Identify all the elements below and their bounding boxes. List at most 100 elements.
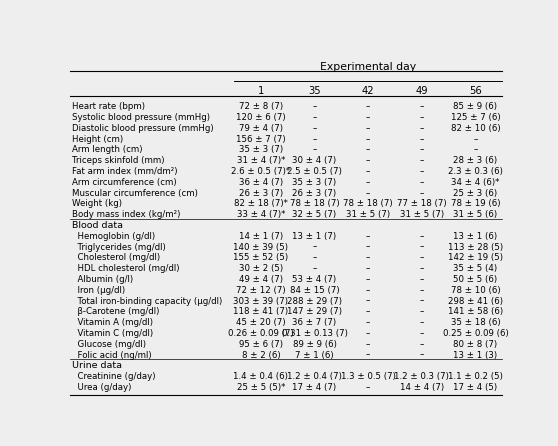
Text: 82 ± 10 (6): 82 ± 10 (6): [450, 124, 500, 133]
Text: Arm length (cm): Arm length (cm): [72, 145, 142, 154]
Text: 35 ± 5 (4): 35 ± 5 (4): [453, 264, 497, 273]
Text: –: –: [420, 189, 424, 198]
Text: –: –: [420, 124, 424, 133]
Text: Urea (g/day): Urea (g/day): [72, 383, 131, 392]
Text: 303 ± 39 (7): 303 ± 39 (7): [233, 297, 288, 306]
Text: 288 ± 29 (7): 288 ± 29 (7): [287, 297, 342, 306]
Text: 0.25 ± 0.09 (6): 0.25 ± 0.09 (6): [442, 329, 508, 338]
Text: 35 ± 3 (7): 35 ± 3 (7): [292, 178, 336, 187]
Text: 78 ± 10 (6): 78 ± 10 (6): [450, 286, 500, 295]
Text: –: –: [366, 286, 371, 295]
Text: 147 ± 29 (7): 147 ± 29 (7): [287, 307, 342, 316]
Text: 31 ± 5 (6): 31 ± 5 (6): [453, 210, 497, 219]
Text: –: –: [366, 189, 371, 198]
Text: β-Carotene (mg/dl): β-Carotene (mg/dl): [72, 307, 159, 316]
Text: HDL cholesterol (mg/dl): HDL cholesterol (mg/dl): [72, 264, 180, 273]
Text: 79 ± 4 (7): 79 ± 4 (7): [239, 124, 283, 133]
Text: 13 ± 1 (6): 13 ± 1 (6): [453, 232, 497, 241]
Text: –: –: [312, 243, 317, 252]
Text: 49: 49: [416, 86, 428, 96]
Text: –: –: [420, 264, 424, 273]
Text: 1.2 ± 0.3 (7): 1.2 ± 0.3 (7): [395, 372, 449, 381]
Text: –: –: [473, 135, 478, 144]
Text: –: –: [366, 329, 371, 338]
Text: Blood data: Blood data: [72, 221, 123, 230]
Text: –: –: [366, 135, 371, 144]
Text: –: –: [312, 102, 317, 112]
Text: Height (cm): Height (cm): [72, 135, 123, 144]
Text: 298 ± 41 (6): 298 ± 41 (6): [448, 297, 503, 306]
Text: 26 ± 3 (7): 26 ± 3 (7): [292, 189, 336, 198]
Text: 72 ± 8 (7): 72 ± 8 (7): [239, 102, 283, 112]
Text: –: –: [420, 243, 424, 252]
Text: 26 ± 3 (7): 26 ± 3 (7): [239, 189, 283, 198]
Text: 89 ± 9 (6): 89 ± 9 (6): [292, 340, 336, 349]
Text: –: –: [366, 124, 371, 133]
Text: 17 ± 4 (7): 17 ± 4 (7): [292, 383, 336, 392]
Text: 25 ± 3 (6): 25 ± 3 (6): [453, 189, 497, 198]
Text: 1.4 ± 0.4 (6): 1.4 ± 0.4 (6): [233, 372, 288, 381]
Text: –: –: [366, 167, 371, 176]
Text: Glucose (mg/dl): Glucose (mg/dl): [72, 340, 146, 349]
Text: –: –: [420, 275, 424, 284]
Text: 31 ± 5 (7): 31 ± 5 (7): [346, 210, 390, 219]
Text: –: –: [366, 145, 371, 154]
Text: –: –: [366, 232, 371, 241]
Text: 45 ± 20 (7): 45 ± 20 (7): [236, 318, 286, 327]
Text: –: –: [366, 264, 371, 273]
Text: –: –: [312, 135, 317, 144]
Text: –: –: [420, 297, 424, 306]
Text: Muscular circumference (cm): Muscular circumference (cm): [72, 189, 198, 198]
Text: –: –: [420, 167, 424, 176]
Text: –: –: [366, 156, 371, 165]
Text: 82 ± 18 (7)*: 82 ± 18 (7)*: [234, 199, 288, 208]
Text: Weight (kg): Weight (kg): [72, 199, 122, 208]
Text: 95 ± 6 (7): 95 ± 6 (7): [239, 340, 283, 349]
Text: –: –: [366, 351, 371, 359]
Text: –: –: [366, 243, 371, 252]
Text: –: –: [366, 340, 371, 349]
Text: 80 ± 8 (7): 80 ± 8 (7): [453, 340, 497, 349]
Text: 14 ± 1 (7): 14 ± 1 (7): [239, 232, 283, 241]
Text: 7 ± 1 (6): 7 ± 1 (6): [295, 351, 334, 359]
Text: 56: 56: [469, 86, 482, 96]
Text: Arm circumference (cm): Arm circumference (cm): [72, 178, 176, 187]
Text: 155 ± 52 (5): 155 ± 52 (5): [233, 253, 288, 262]
Text: 49 ± 4 (7): 49 ± 4 (7): [239, 275, 283, 284]
Text: 1.1 ± 0.2 (5): 1.1 ± 0.2 (5): [448, 372, 503, 381]
Text: –: –: [420, 113, 424, 122]
Text: –: –: [366, 318, 371, 327]
Text: Folic acid (ng/ml): Folic acid (ng/ml): [72, 351, 152, 359]
Text: Fat arm index (mm/dm²): Fat arm index (mm/dm²): [72, 167, 177, 176]
Text: Total iron-binding capacity (μg/dl): Total iron-binding capacity (μg/dl): [72, 297, 222, 306]
Text: 35: 35: [308, 86, 321, 96]
Text: Vitamin A (mg/dl): Vitamin A (mg/dl): [72, 318, 153, 327]
Text: –: –: [420, 351, 424, 359]
Text: –: –: [420, 102, 424, 112]
Text: 28 ± 3 (6): 28 ± 3 (6): [453, 156, 497, 165]
Text: –: –: [312, 124, 317, 133]
Text: Experimental day: Experimental day: [320, 62, 416, 72]
Text: 14 ± 4 (7): 14 ± 4 (7): [400, 383, 444, 392]
Text: 78 ± 19 (6): 78 ± 19 (6): [451, 199, 500, 208]
Text: 31 ± 4 (7)*: 31 ± 4 (7)*: [237, 156, 285, 165]
Text: 42: 42: [362, 86, 374, 96]
Text: 0.31 ± 0.13 (7): 0.31 ± 0.13 (7): [282, 329, 348, 338]
Text: 13 ± 1 (3): 13 ± 1 (3): [453, 351, 497, 359]
Text: 35 ± 18 (6): 35 ± 18 (6): [450, 318, 500, 327]
Text: –: –: [366, 307, 371, 316]
Text: –: –: [420, 232, 424, 241]
Text: 25 ± 5 (5)*: 25 ± 5 (5)*: [237, 383, 285, 392]
Text: –: –: [420, 329, 424, 338]
Text: 8 ± 2 (6): 8 ± 2 (6): [242, 351, 280, 359]
Text: 78 ± 18 (7): 78 ± 18 (7): [290, 199, 339, 208]
Text: 1: 1: [258, 86, 264, 96]
Text: Cholesterol (mg/dl): Cholesterol (mg/dl): [72, 253, 160, 262]
Text: 118 ± 41 (7): 118 ± 41 (7): [233, 307, 288, 316]
Text: 141 ± 58 (6): 141 ± 58 (6): [448, 307, 503, 316]
Text: –: –: [366, 297, 371, 306]
Text: –: –: [366, 253, 371, 262]
Text: 125 ± 7 (6): 125 ± 7 (6): [450, 113, 500, 122]
Text: Systolic blood pressure (mmHg): Systolic blood pressure (mmHg): [72, 113, 210, 122]
Text: Iron (μg/dl): Iron (μg/dl): [72, 286, 125, 295]
